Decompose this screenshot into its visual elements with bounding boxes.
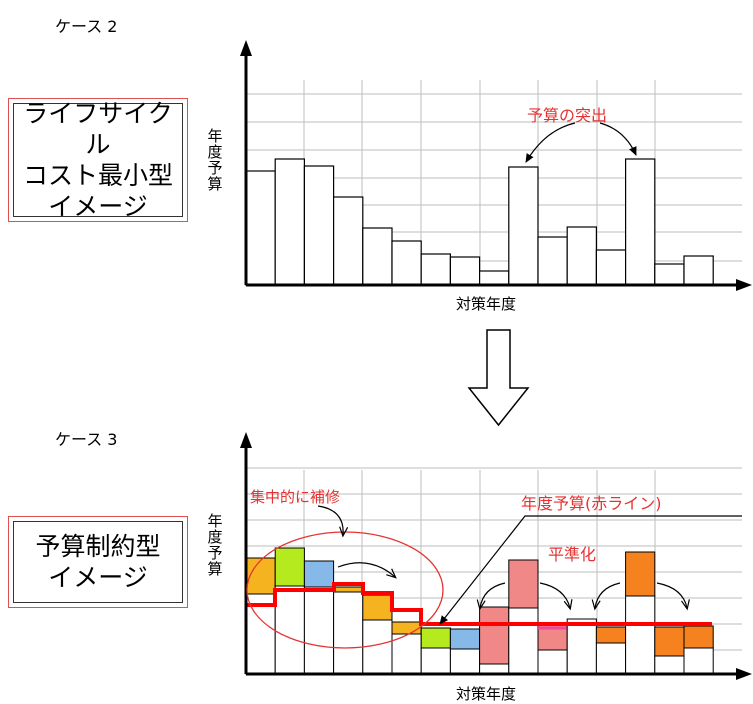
case2-title: ケース 2 bbox=[55, 17, 118, 36]
case3-bar-15-base bbox=[654, 655, 685, 675]
case3-budget-leader bbox=[439, 515, 742, 625]
case2-bar-8 bbox=[449, 256, 481, 286]
case2-bar-1 bbox=[245, 170, 276, 286]
case2-bar-11 bbox=[537, 236, 568, 286]
case3-bar-5-cap-1 bbox=[362, 594, 393, 621]
case3-focus-annotation: 集中的に補修 bbox=[250, 488, 341, 506]
case3-bar-12-base bbox=[566, 618, 597, 675]
case2-y-axis-label: 年度予算 bbox=[207, 127, 223, 193]
case3-bar-15-cap-1 bbox=[654, 626, 685, 657]
case3-bar-16-base bbox=[683, 647, 714, 675]
case3-bar-3-base bbox=[303, 586, 335, 675]
case2-bar-13 bbox=[595, 249, 627, 286]
case2-bar-2 bbox=[274, 158, 306, 286]
down-arrow-icon bbox=[467, 329, 530, 427]
case3-bar-11-base bbox=[537, 649, 568, 675]
case3-budget-line-annotation: 年度予算(赤ライン) bbox=[521, 494, 662, 513]
case2-bar-15 bbox=[654, 263, 685, 286]
case3-bar-2-base bbox=[274, 585, 305, 675]
case3-bar-10-base bbox=[508, 607, 539, 675]
case3-x-axis-label: 対策年度 bbox=[456, 685, 517, 703]
case2-bar-4 bbox=[333, 196, 364, 286]
case3-bar-6-cap-1 bbox=[391, 621, 422, 635]
case3-bar-4-base bbox=[333, 591, 364, 675]
case3-x-axis-arrowhead bbox=[736, 668, 752, 680]
case3-focus-arrow bbox=[317, 505, 349, 538]
case2-bar-5 bbox=[362, 227, 393, 286]
case3-bar-1-cap-1 bbox=[245, 557, 276, 595]
case3-level-arrow-1 bbox=[476, 582, 506, 611]
case2-spike-arrow-left bbox=[525, 122, 576, 163]
case3-description-box: 予算制約型 イメージ bbox=[8, 516, 188, 608]
case3-bar-4-cap-1 bbox=[333, 586, 364, 593]
case2-spike-annotation: 予算の突出 bbox=[527, 106, 608, 125]
case3-bar-7-base bbox=[420, 647, 451, 675]
case3-bar-13-base bbox=[595, 642, 627, 675]
case2-x-axis-arrowhead bbox=[736, 279, 752, 291]
case3-box-line-2: イメージ bbox=[48, 563, 148, 592]
case3-bar-2-cap-1 bbox=[274, 547, 305, 587]
case3-bar-8-cap-1 bbox=[449, 628, 481, 650]
case3-bar-16-cap-1 bbox=[683, 625, 714, 649]
case3-bar-14-base bbox=[625, 595, 656, 675]
case3-bar-7-cap-1 bbox=[420, 627, 451, 649]
case2-bar-10 bbox=[508, 166, 539, 286]
case3-bar-8-base bbox=[449, 648, 481, 675]
case3-bar-14-cap bbox=[625, 551, 656, 597]
case3-shift-arrow-1 bbox=[337, 562, 397, 579]
case3-leveling-annotation: 平準化 bbox=[548, 545, 597, 564]
case2-description-box: ライフサイクル コスト最小型 イメージ bbox=[8, 98, 188, 222]
case3-bar-9-cap-1 bbox=[479, 606, 510, 665]
case3-bars bbox=[245, 547, 714, 675]
case2-box-line-3: イメージ bbox=[48, 192, 148, 222]
case3-bar-10-cap bbox=[508, 559, 539, 609]
case2-box-line-2: コスト最小型 bbox=[22, 161, 173, 190]
case3-level-arrow-4 bbox=[656, 582, 690, 611]
case3-y-axis-arrowhead bbox=[240, 432, 252, 448]
case3-title: ケース 3 bbox=[55, 430, 118, 449]
case2-bar-6 bbox=[391, 240, 422, 286]
case3-bar-3-cap-1 bbox=[303, 560, 335, 588]
case2-y-axis-arrowhead bbox=[240, 40, 252, 56]
case2-bars bbox=[245, 158, 714, 286]
case2-box-line-1: ライフサイクル bbox=[23, 98, 173, 159]
case2-bar-9 bbox=[479, 270, 510, 286]
case2-spike-arrow-right bbox=[599, 122, 637, 156]
case3-box-line-1: 予算制約型 bbox=[35, 531, 161, 561]
case2-bar-3 bbox=[303, 165, 335, 286]
case2-bar-16 bbox=[683, 255, 714, 286]
case3-bar-13-cap-1 bbox=[595, 626, 627, 644]
case2-bar-12 bbox=[566, 226, 598, 286]
case3-budget-line bbox=[246, 582, 712, 626]
case3-y-axis-label: 年度予算 bbox=[207, 512, 223, 578]
case3-level-arrow-2 bbox=[539, 582, 573, 611]
case3-chart bbox=[240, 432, 752, 680]
case2-x-axis-label: 対策年度 bbox=[456, 295, 517, 313]
case2-bar-14 bbox=[624, 158, 656, 286]
case3-level-arrow-3 bbox=[591, 582, 621, 611]
case2-bar-7 bbox=[420, 253, 452, 286]
case2-chart bbox=[240, 40, 752, 291]
